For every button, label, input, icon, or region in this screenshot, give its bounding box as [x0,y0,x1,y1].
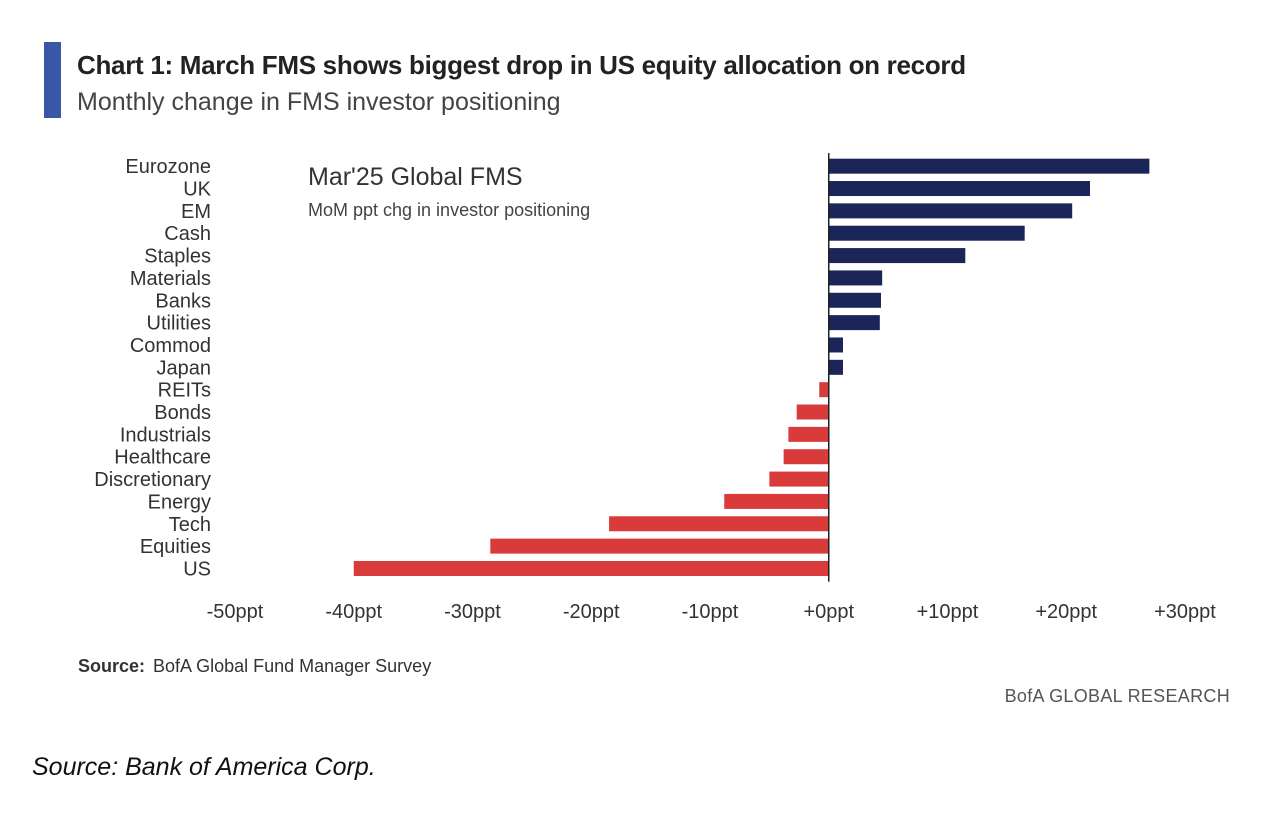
bar-cash [828,225,1025,241]
bar-tech [609,516,829,532]
category-label: Staples [144,246,211,268]
category-label: Equities [140,536,211,558]
bar-staples [828,248,966,264]
category-label: Healthcare [114,447,211,469]
category-label: Commod [130,335,211,357]
category-label: Cash [164,223,211,245]
bar-materials [828,270,883,286]
bar-uk [828,181,1090,197]
x-tick-label: +0ppt [803,601,854,623]
source-label: Source: [78,656,146,676]
bar-healthcare [783,449,829,465]
category-label: Tech [169,514,211,536]
category-label: Industrials [120,424,211,446]
footer-source: Source: Bank of America Corp. [32,753,376,781]
inset-subtitle: MoM ppt chg in investor positioning [308,200,590,220]
bar-em [828,203,1073,219]
bar-discretionary [769,471,829,487]
chart-subtitle: Monthly change in FMS investor positioni… [77,88,561,116]
x-tick-label: +30ppt [1154,601,1216,623]
category-label: EM [181,201,211,223]
category-label: Japan [157,357,212,379]
x-tick-label: -40ppt [325,601,382,623]
x-tick-label: -20ppt [563,601,620,623]
source-line: Source: BofA Global Fund Manager Survey [78,656,431,677]
bar-chart: Mar'25 Global FMS MoM ppt chg in investo… [94,153,1216,623]
bar-utilities [828,315,880,331]
inset-title: Mar'25 Global FMS [308,163,523,191]
bar-commod [828,337,843,353]
x-tick-label: -30ppt [444,601,501,623]
category-label: US [183,558,211,580]
bar-us [353,560,829,576]
bar-japan [828,359,843,375]
category-label: Eurozone [125,156,211,178]
brand-label: BofA GLOBAL RESEARCH [1004,686,1230,706]
bar-industrials [788,426,829,442]
bar-energy [724,493,829,509]
x-tick-label: -50ppt [207,601,264,623]
category-label: Discretionary [94,469,211,491]
category-label: Energy [148,491,211,513]
bar-eurozone [828,158,1150,174]
category-label: Materials [130,268,211,290]
title-accent-bar [44,42,61,118]
bar-banks [828,292,881,308]
bar-bonds [796,404,829,420]
category-label: Banks [155,290,211,312]
category-label: UK [183,179,211,201]
bar-equities [490,538,829,554]
category-label: REITs [158,380,211,402]
bar-reits [819,382,829,398]
source-text: BofA Global Fund Manager Survey [153,656,432,676]
category-label: Utilities [147,313,211,335]
x-tick-label: +10ppt [917,601,979,623]
category-label: Bonds [154,402,211,424]
x-tick-label: -10ppt [682,601,739,623]
chart-title: Chart 1: March FMS shows biggest drop in… [77,50,966,80]
x-tick-label: +20ppt [1035,601,1097,623]
